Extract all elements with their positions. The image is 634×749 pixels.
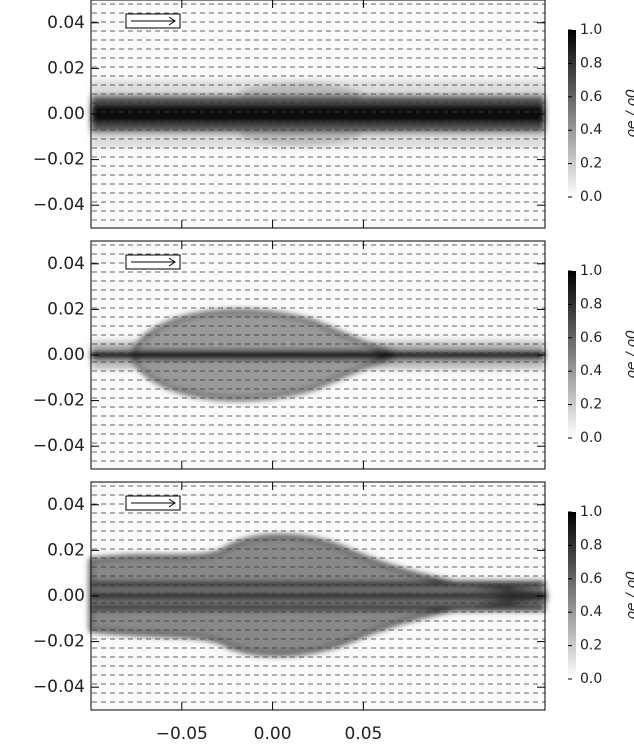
colorbar: 1.0 0.8 0.6 0.4 0.2 0.0 ρe / ρ0	[568, 504, 634, 687]
colorbar-tick-label: 0.0	[580, 189, 602, 205]
y-tick-label: 0.00	[47, 345, 85, 365]
colorbar-scale	[568, 271, 576, 438]
colorbar-tick-label: 0.2	[580, 397, 602, 413]
colorbar-tick-label: 0.2	[580, 638, 602, 654]
colorbar-tick-label: 0.4	[580, 604, 602, 620]
y-tick-label: 0.04	[47, 495, 85, 515]
panel: 0.04 0.02 0.00 −0.02 −0.04 −0.05 0.00 0.05 1.0 0.…	[33, 481, 634, 744]
y-tick-label: 0.04	[47, 254, 85, 274]
y-tick-label: −0.02	[33, 391, 85, 411]
panel: 0.04 0.02 0.00 −0.02 −0.04 1.0 0.8 0.6 0.4 0.2 0.0…	[33, 0, 634, 229]
y-tick-label: 0.00	[47, 104, 85, 124]
reference-arrow	[131, 16, 176, 26]
colorbar-tick-label: 1.0	[580, 22, 602, 38]
y-tick-label: 0.02	[47, 58, 85, 78]
colorbar-tick-label: 1.0	[580, 504, 602, 520]
velocity-vectors	[91, 0, 545, 228]
panel: 0.04 0.02 0.00 −0.02 −0.04 1.0 0.8 0.6 0.4 0.2 0.0…	[33, 240, 634, 470]
colorbar-scale	[568, 512, 576, 679]
colorbar-tick-label: 0.6	[580, 571, 602, 587]
colorbar-label: ρe / ρ0	[624, 571, 634, 620]
x-tick-label: 0.00	[254, 724, 292, 744]
colorbar-tick-label: 0.4	[580, 122, 602, 138]
colorbar-tick-label: 0.2	[580, 156, 602, 172]
colorbar-label: ρe / ρ0	[624, 330, 634, 379]
y-tick-label: 0.04	[47, 13, 85, 33]
velocity-vectors	[91, 241, 545, 469]
x-tick-label: −0.05	[156, 724, 208, 744]
x-tick-label: 0.05	[344, 724, 382, 744]
colorbar-tick-label: 1.0	[580, 263, 602, 279]
reference-arrow	[131, 498, 176, 508]
colorbar-tick-label: 0.6	[580, 330, 602, 346]
y-tick-label: −0.04	[33, 677, 85, 697]
reference-arrow	[131, 257, 176, 267]
colorbar-scale	[568, 30, 576, 197]
colorbar-tick-label: 0.6	[580, 89, 602, 105]
y-tick-label: 0.02	[47, 540, 85, 560]
colorbar: 1.0 0.8 0.6 0.4 0.2 0.0 ρe / ρ0	[568, 263, 634, 446]
colorbar-tick-label: 0.8	[580, 296, 602, 312]
y-tick-label: −0.02	[33, 632, 85, 652]
colorbar-tick-label: 0.8	[580, 537, 602, 553]
colorbar-label: ρe / ρ0	[624, 89, 634, 138]
y-tick-label: −0.04	[33, 436, 85, 456]
colorbar: 1.0 0.8 0.6 0.4 0.2 0.0 ρe / ρ0	[568, 22, 634, 205]
colorbar-tick-label: 0.0	[580, 671, 602, 687]
y-tick-label: −0.02	[33, 150, 85, 170]
velocity-vectors	[91, 482, 545, 710]
colorbar-tick-label: 0.4	[580, 363, 602, 379]
y-tick-label: −0.04	[33, 195, 85, 215]
y-tick-label: 0.00	[47, 586, 85, 606]
colorbar-tick-label: 0.8	[580, 55, 602, 71]
colorbar-tick-label: 0.0	[580, 430, 602, 446]
y-tick-label: 0.02	[47, 299, 85, 319]
